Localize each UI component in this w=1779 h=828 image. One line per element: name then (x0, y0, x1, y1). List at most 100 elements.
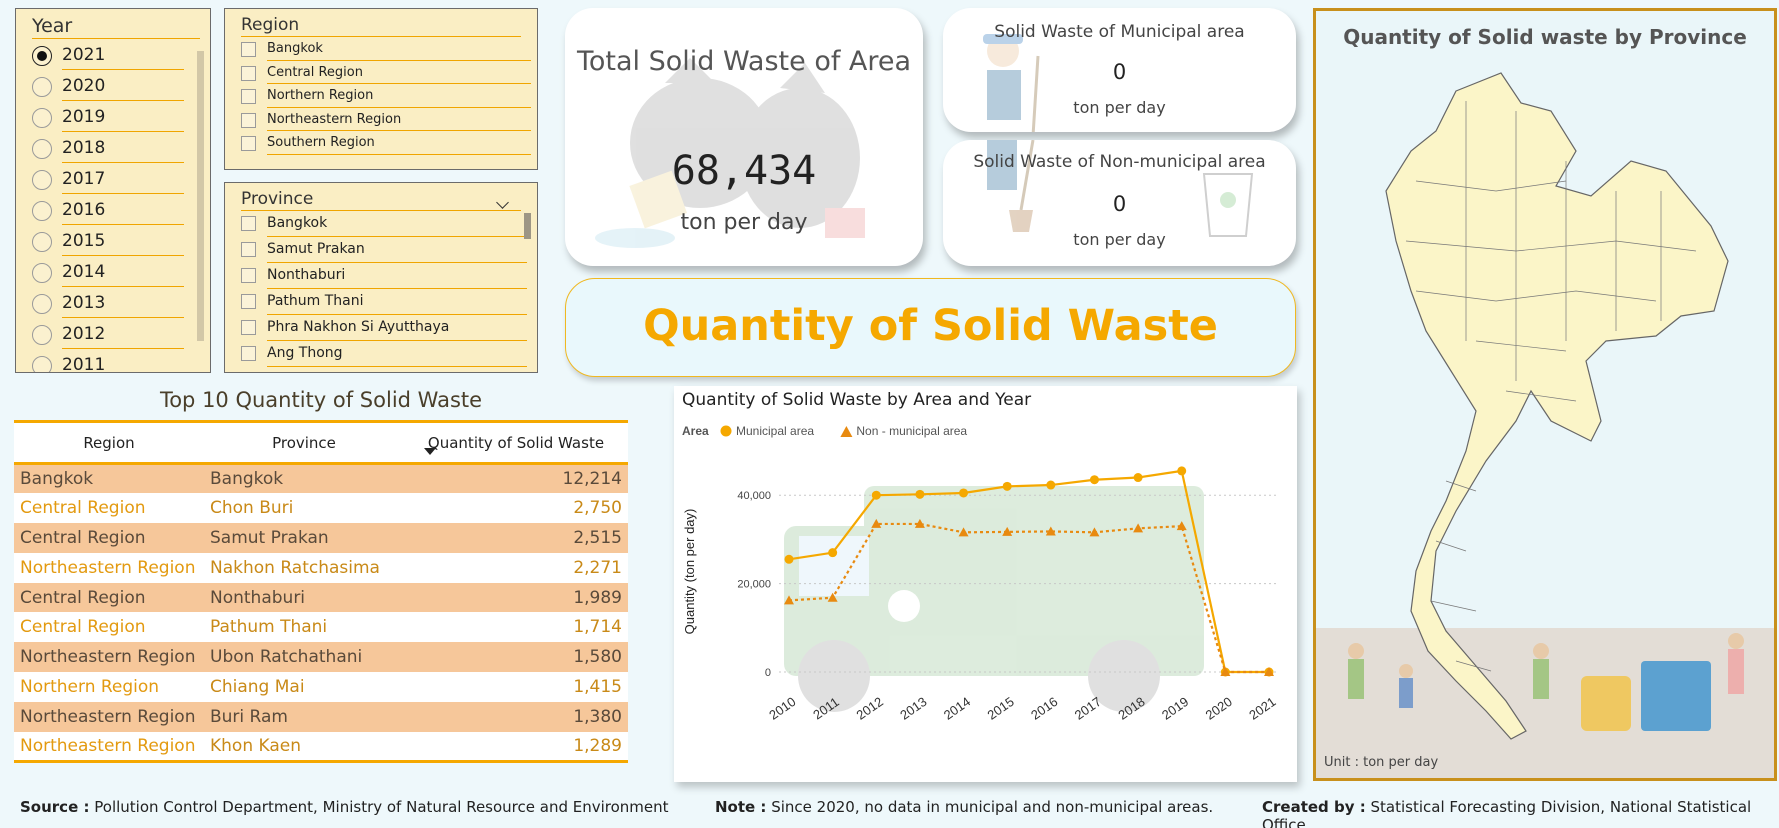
region-option-label: Bangkok (267, 41, 323, 56)
column-header-region[interactable]: Region (14, 420, 204, 465)
table-row[interactable]: Northeastern Region Nakhon Ratchasima 2,27… (14, 552, 628, 583)
checkbox[interactable] (241, 268, 256, 283)
table-row[interactable]: Central Region Nonthaburi 1,989 (14, 582, 628, 613)
legend-label[interactable]: Non - municipal area (856, 424, 967, 438)
table-row[interactable]: Central Region Samut Prakan 2,515 (14, 523, 628, 553)
radio-button[interactable] (32, 263, 52, 283)
sort-descending-icon[interactable] (424, 448, 436, 455)
data-point[interactable] (1177, 466, 1187, 476)
checkbox[interactable] (241, 294, 256, 309)
table-row[interactable]: Central Region Chon Buri 2,750 (14, 493, 628, 524)
series-line (788, 469, 1269, 674)
radio-button[interactable] (32, 46, 52, 66)
thailand-map-shape[interactable] (1385, 72, 1729, 740)
data-point[interactable] (1176, 521, 1187, 531)
data-point[interactable] (828, 548, 838, 558)
radio-button[interactable] (32, 139, 52, 159)
radio-button[interactable] (32, 201, 52, 221)
checkbox[interactable] (241, 136, 256, 151)
year-option-2013[interactable]: 2013 (32, 287, 198, 318)
province-option[interactable]: Bangkok (241, 211, 527, 237)
region-option[interactable]: Northern Region (241, 84, 531, 108)
data-point[interactable] (915, 489, 925, 499)
data-point[interactable] (784, 595, 794, 605)
checkbox[interactable] (241, 346, 256, 361)
data-point[interactable] (1220, 667, 1231, 676)
thailand-province-map[interactable] (1316, 11, 1777, 781)
province-scrollbar[interactable] (524, 213, 531, 239)
year-option-2014[interactable]: 2014 (32, 256, 198, 287)
data-point[interactable] (1089, 475, 1099, 485)
checkbox[interactable] (241, 216, 256, 231)
year-option-label: 2014 (62, 262, 106, 282)
region-option[interactable]: Bangkok (241, 37, 531, 61)
province-option[interactable]: Nonthaburi (241, 263, 527, 289)
data-point[interactable] (1264, 667, 1274, 676)
province-slicer-title[interactable]: Province (241, 189, 521, 211)
radio-button[interactable] (32, 294, 52, 314)
data-point[interactable] (914, 518, 925, 528)
data-point[interactable] (1045, 526, 1056, 536)
data-point[interactable] (1002, 526, 1013, 536)
checkbox[interactable] (241, 320, 256, 335)
table-row[interactable]: Northeastern Region Ubon Ratchathani 1,580 (14, 642, 628, 673)
data-point[interactable] (827, 592, 838, 602)
checkbox[interactable] (241, 89, 256, 104)
year-option-2016[interactable]: 2016 (32, 194, 198, 225)
year-option-2015[interactable]: 2015 (32, 225, 198, 256)
y-tick-label: 20,000 (737, 579, 771, 591)
year-option-2017[interactable]: 2017 (32, 163, 198, 194)
radio-button[interactable] (32, 108, 52, 128)
data-point[interactable] (871, 518, 882, 528)
year-option-2011[interactable]: 2011 (32, 349, 198, 372)
table-row[interactable]: Northern Region Chiang Mai 1,415 (14, 672, 628, 702)
source-footnote: Source : Pollution Control Department, M… (20, 798, 669, 816)
chevron-down-icon[interactable] (496, 196, 509, 209)
data-point[interactable] (1089, 527, 1100, 537)
year-option-2012[interactable]: 2012 (32, 318, 198, 349)
radio-button[interactable] (32, 77, 52, 97)
data-point[interactable] (871, 490, 881, 500)
province-option[interactable]: Ang Thong (241, 341, 527, 367)
data-point[interactable] (784, 554, 794, 564)
option-underline (267, 366, 527, 367)
radio-button[interactable] (32, 170, 52, 190)
year-option-2019[interactable]: 2019 (32, 101, 198, 132)
option-underline (62, 193, 184, 194)
data-point[interactable] (1002, 481, 1012, 491)
year-option-label: 2013 (62, 293, 106, 313)
province-option[interactable]: Pathum Thani (241, 289, 527, 315)
radio-button[interactable] (32, 356, 52, 372)
cell-quantity: 1,289 (404, 731, 628, 763)
data-point[interactable] (1133, 523, 1144, 533)
year-option-2020[interactable]: 2020 (32, 70, 198, 101)
year-option-2021[interactable]: 2021 (32, 39, 198, 70)
waste-bin-icon (1202, 173, 1254, 237)
year-scrollbar[interactable] (197, 51, 204, 341)
radio-button[interactable] (32, 232, 52, 252)
chart-title: Quantity of Solid Waste by Area and Year (682, 390, 1032, 410)
region-option[interactable]: Northeastern Region (241, 108, 531, 131)
column-header-quantity[interactable]: Quantity of Solid Waste (404, 420, 628, 465)
region-option[interactable]: Central Region (241, 61, 531, 84)
table-row[interactable]: Northeastern Region Khon Kaen 1,289 (14, 731, 628, 763)
data-point[interactable] (958, 527, 969, 537)
table-row[interactable]: Northeastern Region Buri Ram 1,380 (14, 701, 628, 732)
data-point[interactable] (1133, 473, 1143, 483)
table-row[interactable]: Bangkok Bangkok 12,214 (14, 463, 628, 494)
legend-label[interactable]: Municipal area (736, 424, 814, 438)
checkbox[interactable] (241, 65, 256, 81)
region-option[interactable]: Southern Region (241, 131, 531, 155)
province-option[interactable]: Samut Prakan (241, 237, 527, 263)
checkbox[interactable] (241, 112, 256, 128)
checkbox[interactable] (241, 242, 256, 257)
table-row[interactable]: Central Region Pathum Thani 1,714 (14, 612, 628, 643)
data-point[interactable] (959, 488, 969, 498)
radio-button[interactable] (32, 325, 52, 345)
column-header-province[interactable]: Province (204, 420, 404, 465)
province-option[interactable]: Phra Nakhon Si Ayutthaya (241, 315, 527, 341)
checkbox[interactable] (241, 42, 256, 57)
region-slicer-title: Region (241, 15, 521, 37)
year-option-2018[interactable]: 2018 (32, 132, 198, 163)
data-point[interactable] (1046, 480, 1056, 490)
